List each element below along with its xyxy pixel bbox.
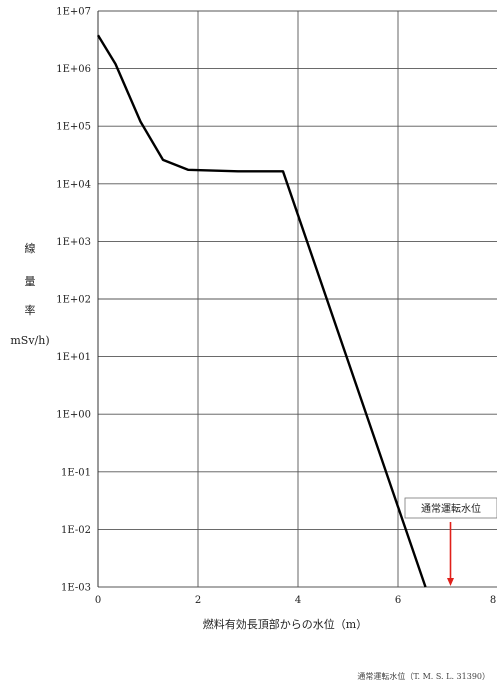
annotation-arrow-head [447,578,454,586]
y-tick-label: 1E+04 [56,179,91,190]
y-tick-label: 1E+02 [56,295,91,306]
y-tick-label: 1E+00 [56,410,91,421]
y-tick-label: 1E-02 [61,525,91,536]
y-axis-label-char: 量 [25,275,36,288]
x-tick-labels: 0 2 4 6 8 [95,595,496,606]
y-tick-label: 1E+03 [56,237,91,248]
x-tick-label: 6 [395,595,401,606]
y-tick-label: 1E-01 [61,467,91,478]
y-tick-labels: 1E+07 1E+06 1E+05 1E+04 1E+03 1E+02 1E+01 1E+00… [56,7,91,594]
y-tick-label: 1E+05 [56,122,91,133]
series-line [96,34,427,588]
grid-lines [97,10,497,588]
x-axis-label: 燃料有効長頂部からの水位（m） [203,617,367,631]
y-axis-label: 線量率 mSv/h) [10,241,49,347]
x-tick-label: 2 [195,595,201,606]
annotation-label: 通常運転水位 [421,502,481,515]
y-tick-label: 1E+07 [56,7,91,18]
y-tick-label: 1E-03 [61,583,91,594]
annotation-box [404,497,497,519]
y-axis-label-char: mSv/h) [10,334,49,347]
y-tick-label: 1E+01 [56,352,91,363]
y-tick-label: 1E+06 [56,64,91,75]
y-axis-label-char: 線 [25,241,36,255]
series-layer [96,34,427,588]
x-tick-label: 8 [490,595,496,606]
footnote: 通常運転水位（T. M. S. L. 31390） [357,671,490,681]
x-tick-label: 0 [95,595,101,606]
annotation-layer: 通常運転水位 [404,497,497,586]
x-tick-label: 4 [295,595,301,606]
y-axis-label-char: 率 [25,303,36,317]
